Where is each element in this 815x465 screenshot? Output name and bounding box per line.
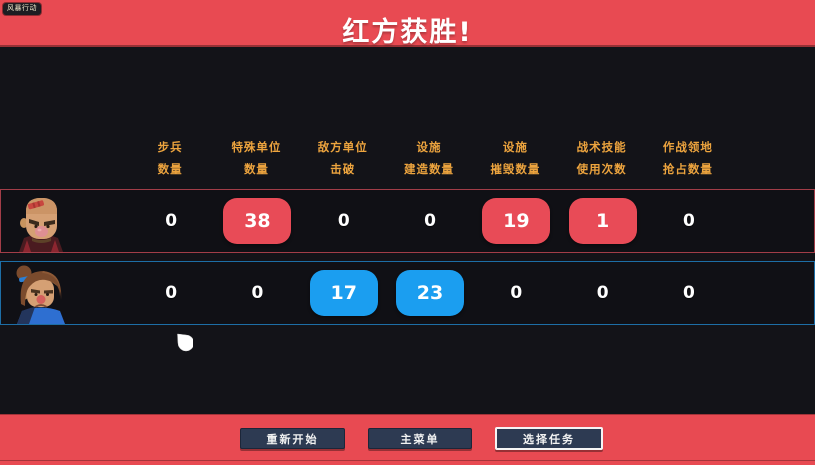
stat-value-highlighted: 38: [223, 198, 292, 244]
table-row-blue-team: 0 0 17 23 0 0 0: [0, 261, 815, 325]
stat-value-highlighted: 23: [396, 270, 465, 316]
restart-button[interactable]: 重新开始: [240, 428, 345, 449]
stat-value: 0: [510, 283, 523, 303]
stats-header-row: 步兵 数量 特殊单位 数量 敌方单位 击破 设施 建造数量 设施 摧毁数量 战术…: [0, 133, 815, 183]
column-header-tactical-skills: 战术技能 使用次数: [576, 140, 627, 176]
stat-value: 0: [165, 211, 178, 231]
bottom-action-bar: 重新开始 主菜单 选择任务: [0, 414, 815, 465]
red-commander-avatar: [1, 190, 128, 252]
stat-value: 0: [683, 283, 695, 303]
stat-value: 0: [424, 211, 436, 231]
stat-value: 0: [251, 283, 264, 303]
mouse-cursor-icon: [176, 333, 195, 356]
stat-value-highlighted: 1: [568, 198, 637, 244]
column-header-enemy-destroyed: 敌方单位 击破: [317, 140, 368, 176]
top-banner: 红方获胜!: [0, 0, 815, 48]
column-header-facilities-destroyed: 设施 摧毁数量: [490, 140, 541, 176]
stat-value: 0: [165, 283, 178, 303]
stat-value-highlighted: 17: [309, 270, 378, 316]
main-menu-button[interactable]: 主菜单: [368, 428, 472, 449]
stat-value: 0: [596, 283, 609, 303]
stat-value-highlighted: 19: [482, 198, 551, 244]
table-row-red-team: 0 38 0 0 19 1 0: [0, 189, 815, 253]
select-mission-button[interactable]: 选择任务: [495, 427, 603, 450]
blue-commander-avatar: [1, 262, 128, 324]
stat-value: 0: [683, 211, 695, 231]
column-header-territory-captured: 作战领地 抢占数量: [662, 140, 713, 176]
victory-title: 红方获胜!: [342, 17, 473, 48]
mission-name-badge: 风暴行动: [3, 3, 41, 15]
column-header-infantry: 步兵 数量: [157, 140, 183, 176]
stat-value: 0: [337, 211, 350, 231]
column-header-special-units: 特殊单位 数量: [231, 140, 282, 176]
column-header-facilities-built: 设施 建造数量: [404, 140, 455, 176]
